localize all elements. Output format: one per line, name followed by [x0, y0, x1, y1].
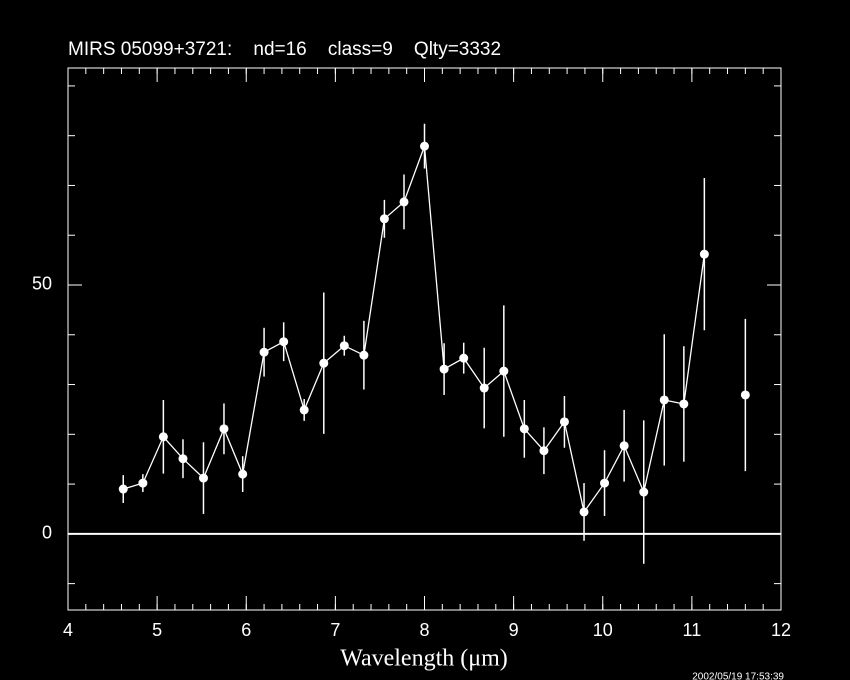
data-line — [123, 145, 705, 514]
data-point — [379, 214, 389, 224]
data-point — [359, 350, 369, 360]
data-point — [178, 454, 188, 464]
x-tick-label: 10 — [593, 620, 613, 640]
data-point — [579, 507, 589, 517]
data-point — [439, 364, 449, 374]
data-point — [279, 337, 289, 347]
x-tick-label: 11 — [683, 620, 702, 640]
x-tick-label: 12 — [771, 620, 791, 640]
x-tick-label: 6 — [241, 620, 251, 640]
timestamp: 2002/05/19 17:53:39 — [692, 672, 784, 680]
data-point — [459, 353, 469, 363]
chart-title: MIRS 05099+3721: nd=16 class=9 Qlty=3332 — [68, 39, 501, 60]
data-point — [559, 417, 569, 427]
data-point — [679, 399, 689, 409]
x-tick-label: 9 — [509, 620, 519, 640]
data-point — [499, 366, 509, 376]
x-tick-label: 4 — [63, 620, 73, 640]
y-tick-label: 50 — [32, 274, 52, 294]
data-point — [399, 197, 409, 207]
data-point — [118, 484, 128, 494]
data-point — [539, 446, 549, 456]
data-point — [219, 424, 229, 434]
data-point — [299, 405, 309, 415]
x-tick-label: 7 — [330, 620, 340, 640]
data-point — [740, 390, 750, 400]
x-tick-label: 5 — [152, 620, 162, 640]
data-point — [699, 249, 709, 259]
data-point — [339, 341, 349, 351]
data-point — [639, 487, 649, 497]
data-point — [420, 141, 429, 151]
data-point — [519, 424, 529, 434]
data-point — [238, 469, 248, 479]
data-point — [138, 478, 148, 488]
x-axis-label: Wavelength (μm) — [340, 646, 508, 672]
data-point — [158, 432, 168, 442]
data-point — [259, 347, 269, 357]
y-tick-label: 0 — [42, 523, 52, 543]
x-tick-label: 8 — [419, 620, 429, 640]
data-point — [619, 441, 629, 451]
data-point — [479, 383, 489, 393]
data-point — [659, 395, 669, 405]
data-point — [600, 478, 610, 488]
data-point — [319, 358, 329, 368]
data-point — [198, 473, 208, 483]
